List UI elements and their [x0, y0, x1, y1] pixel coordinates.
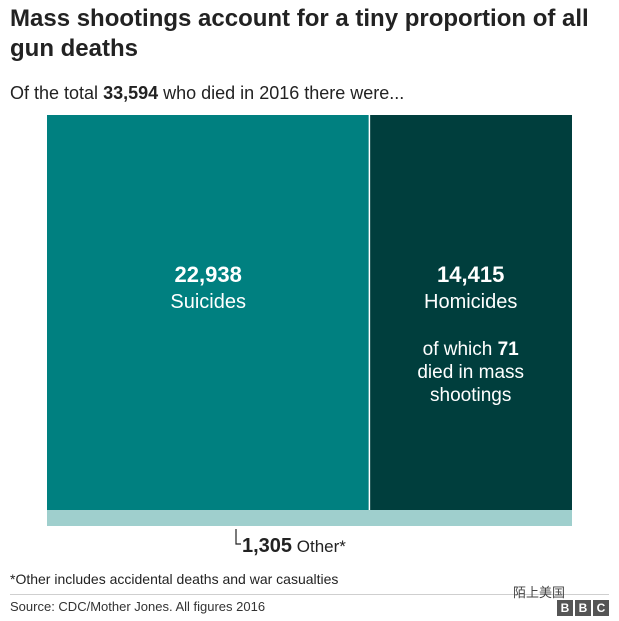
mass-shooting-value: 71 — [498, 339, 520, 360]
mass-shooting-note-line3: shootings — [430, 385, 511, 406]
logo-letter: B — [557, 600, 573, 616]
other-label: 1,305 Other* — [242, 535, 346, 557]
subtitle-total: 33,594 — [103, 83, 159, 103]
logo-letter: B — [575, 600, 591, 616]
bbc-logo: B B C — [557, 600, 609, 616]
subtitle-prefix: Of the total — [10, 83, 104, 103]
other-value: 1,305 — [242, 535, 292, 557]
watermark: 陌上美国 — [513, 585, 566, 600]
other-callout-leader — [235, 529, 241, 545]
suicides-label: Suicides — [170, 291, 246, 313]
footnote: *Other includes accidental deaths and wa… — [10, 571, 339, 587]
footer-divider — [10, 594, 609, 595]
source-note: Source: CDC/Mother Jones. All figures 20… — [10, 599, 266, 614]
homicides-block — [369, 115, 572, 510]
logo-letter: C — [593, 600, 609, 616]
suicides-value: 22,938 — [175, 262, 242, 287]
subtitle-suffix: who died in 2016 there were... — [158, 83, 405, 103]
chart-title: Mass shootings account for a tiny propor… — [10, 5, 589, 62]
mass-shooting-note-line2: died in mass — [417, 362, 524, 383]
suicides-block — [47, 115, 370, 510]
homicides-label: Homicides — [424, 291, 517, 313]
other-block — [47, 510, 572, 526]
homicides-value: 14,415 — [437, 262, 504, 287]
chart-subtitle: Of the total 33,594 who died in 2016 the… — [10, 82, 404, 104]
mass-shooting-note-line1: of which 71 — [423, 339, 520, 360]
